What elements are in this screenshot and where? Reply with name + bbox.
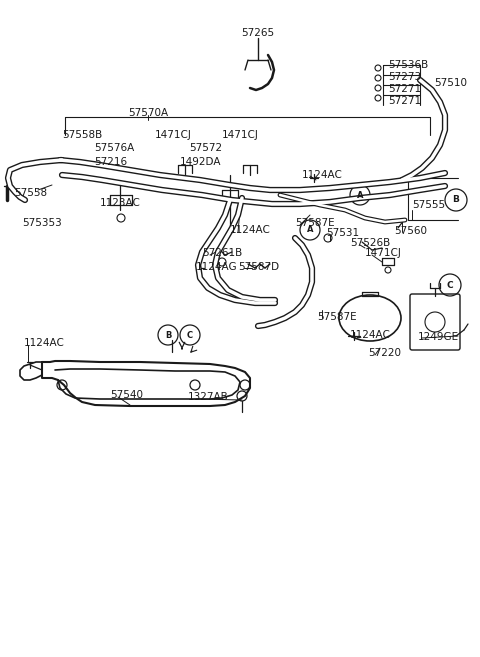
Text: 57536B: 57536B [388,60,428,70]
Text: 57570A: 57570A [128,108,168,118]
Text: A: A [307,225,313,235]
Text: 57220: 57220 [368,348,401,358]
Text: 57555: 57555 [412,200,445,210]
Text: 1327AB: 1327AB [188,392,229,402]
Text: 57560: 57560 [394,226,427,236]
Text: 57216: 57216 [94,157,127,167]
Text: 57572: 57572 [189,143,222,153]
Text: 1124AC: 1124AC [230,225,271,235]
Text: 1124AC: 1124AC [24,338,65,348]
Circle shape [375,85,381,91]
Text: 1471CJ: 1471CJ [155,130,192,140]
Text: 57271: 57271 [388,84,421,94]
Text: 1492DA: 1492DA [180,157,221,167]
Text: 1124AG: 1124AG [196,262,238,272]
Text: 57587D: 57587D [238,262,279,272]
Text: 57271: 57271 [388,96,421,106]
Circle shape [117,214,125,222]
Text: 575353: 575353 [22,218,62,228]
Circle shape [375,65,381,71]
Text: 57587E: 57587E [295,218,335,228]
Text: 57558: 57558 [14,188,47,198]
Circle shape [57,380,67,390]
Text: 57526B: 57526B [350,238,390,248]
Circle shape [375,75,381,81]
Circle shape [375,95,381,101]
Circle shape [237,391,247,401]
Text: B: B [165,330,171,340]
Circle shape [324,234,332,242]
Text: 1123AC: 1123AC [100,198,141,208]
Text: 57273: 57273 [388,72,421,82]
Circle shape [240,380,250,390]
Text: C: C [187,330,193,340]
Text: 1249GE: 1249GE [418,332,459,342]
Text: 57510: 57510 [434,78,467,88]
Circle shape [385,267,391,273]
Text: 57558B: 57558B [62,130,102,140]
Circle shape [190,380,200,390]
Text: 57576A: 57576A [94,143,134,153]
Text: 57587E: 57587E [317,312,357,322]
Text: 1124AC: 1124AC [302,170,343,180]
Text: B: B [453,196,459,204]
Text: 1471CJ: 1471CJ [365,248,402,258]
Text: 1124AC: 1124AC [350,330,391,340]
Text: 57531: 57531 [326,228,359,238]
Text: 57265: 57265 [241,28,275,38]
Text: 1471CJ: 1471CJ [222,130,259,140]
Text: A: A [357,191,363,200]
Text: C: C [447,281,453,290]
Text: 57261B: 57261B [202,248,242,258]
Text: 57540: 57540 [110,390,143,400]
